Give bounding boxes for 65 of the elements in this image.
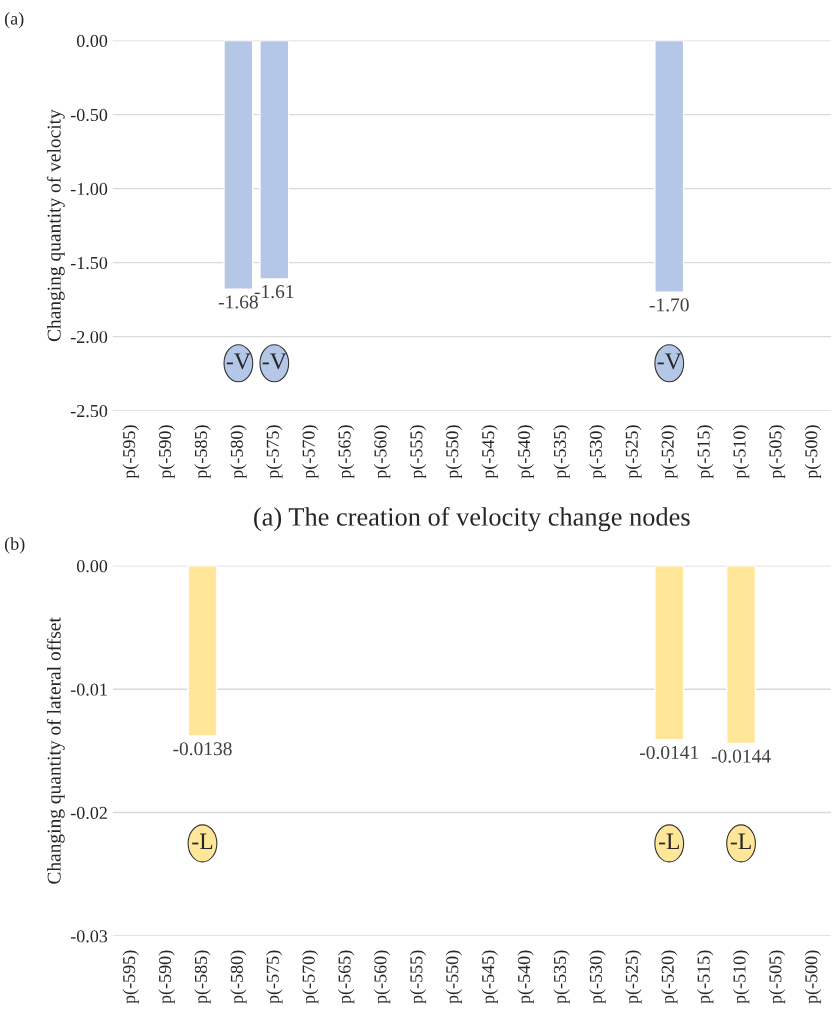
x-tick-label: p(-515): [696, 425, 714, 479]
x-tick-label: p(-550): [445, 425, 463, 479]
annotation: -V: [262, 353, 287, 370]
x-tick-label: p(-520): [661, 425, 678, 479]
x-tick-label: p(-575): [266, 425, 283, 479]
x-tick-label: p(-520): [661, 950, 678, 1004]
x-tick-label: p(-555): [409, 950, 427, 1004]
x-tick-label: p(-540): [517, 950, 534, 1004]
annotation: -L: [658, 833, 679, 850]
x-tick-label: p(-540): [517, 425, 534, 479]
x-tick-label: p(-510): [732, 425, 750, 479]
x-tick-label: p(-505): [768, 425, 786, 479]
x-tick-label: p(-570): [302, 425, 319, 479]
y-tick-label: 0.00: [76, 34, 108, 48]
y-tick-label: 0.00: [76, 560, 108, 573]
x-tick-label: p(-580): [230, 425, 247, 479]
x-tick-label: p(-530): [589, 950, 606, 1004]
x-tick-label: p(-500): [804, 950, 822, 1004]
data-label: -0.0138: [173, 742, 232, 756]
y-tick-label: -0.50: [70, 108, 108, 122]
y-tick-label: -1.00: [70, 182, 108, 196]
x-tick-label: p(-545): [481, 950, 498, 1004]
x-tick-label: p(-550): [445, 950, 463, 1004]
x-tick-label: p(-595): [122, 950, 139, 1004]
y-tick-label: -2.00: [70, 330, 108, 344]
y-tick-label: -0.01: [70, 683, 107, 696]
y-axis-title: Changing quantity of velocity: [46, 109, 65, 342]
text: (a): [4, 12, 24, 29]
x-tick-label: p(-555): [409, 425, 427, 479]
x-tick-label: p(-535): [553, 950, 570, 1004]
y-axis-title: Changing quantity of lateral offset: [46, 617, 65, 884]
annotation: -L: [192, 833, 213, 850]
data-label: -0.0141: [640, 745, 699, 760]
x-tick-label: p(-525): [625, 950, 642, 1004]
data-label: -1.70: [649, 298, 689, 312]
x-tick-label: p(-565): [337, 425, 355, 479]
x-tick-label: p(-525): [625, 425, 642, 479]
annotation: -L: [730, 833, 751, 850]
x-tick-label: p(-595): [122, 425, 139, 479]
y-tick-label: -0.02: [70, 806, 107, 820]
x-tick-label: p(-575): [266, 950, 283, 1004]
x-tick-label: p(-590): [158, 950, 175, 1004]
x-tick-label: p(-530): [589, 425, 606, 479]
y-tick-label: -1.50: [70, 256, 108, 270]
x-tick-label: p(-505): [768, 950, 786, 1004]
x-tick-label: p(-590): [158, 425, 175, 479]
x-tick-label: p(-545): [481, 425, 498, 479]
x-tick-label: p(-585): [194, 425, 211, 479]
x-tick-label: p(-515): [696, 950, 714, 1004]
x-tick-label: p(-560): [373, 950, 391, 1004]
x-tick-label: p(-580): [230, 950, 247, 1004]
x-tick-label: p(-535): [553, 425, 570, 479]
x-tick-label: p(-560): [373, 425, 391, 479]
x-tick-label: p(-585): [194, 950, 211, 1004]
x-tick-label: p(-510): [732, 950, 750, 1004]
x-tick-label: p(-500): [804, 425, 822, 479]
text: (a) The creation of velocity change nodes: [254, 507, 690, 532]
data-label: -0.0144: [711, 749, 771, 763]
x-tick-label: p(-570): [302, 950, 319, 1004]
annotation: -V: [226, 353, 251, 370]
y-tick-label: -0.03: [70, 930, 108, 943]
annotation: -V: [657, 353, 682, 370]
text: (b): [4, 537, 25, 554]
x-tick-label: p(-565): [337, 950, 355, 1004]
y-tick-label: -2.50: [70, 404, 108, 418]
